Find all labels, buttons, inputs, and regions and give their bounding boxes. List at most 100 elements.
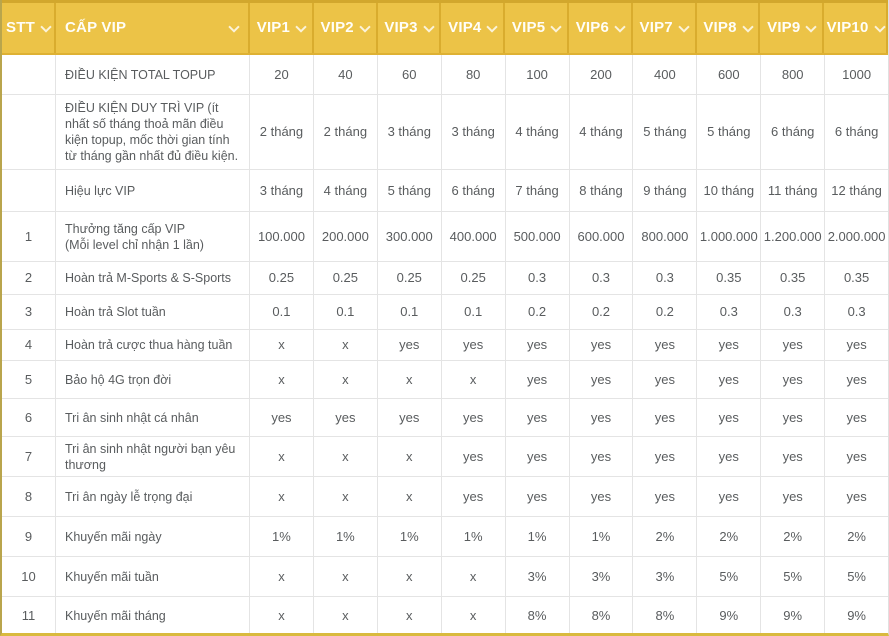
row-label-cell: ĐIỀU KIỆN TOTAL TOPUP [56, 55, 250, 94]
row-number-cell [2, 170, 56, 211]
value-cell: x [378, 477, 442, 516]
value-cell: 6 tháng [442, 170, 506, 211]
value-cell: yes [846, 371, 867, 387]
value-cell: yes [570, 477, 634, 516]
value-cell: yes [442, 477, 506, 516]
row-number-cell: 4 [2, 330, 56, 360]
value-cell: 11 tháng [761, 170, 826, 211]
chevron-down-icon [678, 20, 690, 33]
value-cell: 4 tháng [570, 95, 634, 169]
value-cell: yes [761, 437, 826, 476]
value-cell: 3 tháng [250, 170, 314, 211]
column-header-vip5[interactable]: VIP5 [505, 3, 569, 53]
value-cell: x [378, 557, 442, 596]
value-cell: 0.3 [506, 262, 570, 294]
column-header-vip2[interactable]: VIP2 [314, 3, 378, 53]
table-row: 6 Tri ân sinh nhật cá nhân yes yes yes yes yes… [2, 399, 888, 437]
value-cell: yes [761, 330, 826, 360]
value-cell: 0.1 [250, 295, 314, 329]
table-row: ĐIỀU KIỆN TOTAL TOPUP 20 40 60 80 100 200 400 60… [2, 55, 888, 95]
column-header-label: VIP5 [511, 19, 546, 36]
value-cell: 0.2 [633, 295, 698, 329]
table-row: Hiệu lực VIP 3 tháng 4 tháng 5 tháng 6 tháng… [2, 170, 888, 212]
value-cell: yes [570, 361, 634, 398]
value-cell: 3% [506, 557, 570, 596]
value-cell: 1000 [842, 66, 872, 82]
value-cell: yes [506, 437, 570, 476]
value-cell: 3% [570, 557, 634, 596]
row-label-cell: Hoàn trả Slot tuần [56, 295, 250, 329]
value-cell: 500.000 [506, 212, 570, 261]
column-header-vip7[interactable]: VIP7 [633, 3, 697, 53]
value-cell: 8% [633, 597, 698, 633]
row-label-cell: Khuyến mãi tháng [56, 597, 250, 633]
value-cell: 2% [633, 517, 698, 556]
value-cell: yes [761, 477, 826, 516]
column-header-vip3[interactable]: VIP3 [378, 3, 442, 53]
value-cell: 1% [506, 517, 570, 556]
table-row: 11 Khuyến mãi tháng x x x x 8% 8% 8% 9% 9% 9% [2, 597, 888, 633]
value-cell: 5 tháng [633, 95, 698, 169]
value-cell: yes [633, 399, 698, 436]
value-cell: 0.3 [761, 295, 826, 329]
value-cell: 9% [847, 608, 866, 623]
value-cell: yes [506, 477, 570, 516]
value-cell: yes [633, 477, 698, 516]
row-label-cell: Tri ân sinh nhật người bạn yêu thương [56, 437, 250, 476]
column-header-label: VIP6 [575, 19, 610, 36]
column-header-stt[interactable]: STT [2, 3, 56, 53]
value-cell: x [250, 597, 314, 633]
row-number-cell: 8 [2, 477, 56, 516]
table-row: 5 Bảo hộ 4G trọn đời x x x x yes yes yes yes yes ye… [2, 361, 888, 399]
row-number-cell: 11 [2, 597, 56, 633]
value-cell: 0.35 [843, 270, 870, 285]
column-header-label: VIP1 [256, 19, 291, 36]
value-cell: 7 tháng [506, 170, 570, 211]
column-header-cap-vip[interactable]: CẤP VIP [56, 3, 250, 53]
column-header-vip10[interactable]: VIP10 [824, 3, 888, 53]
column-header-vip8[interactable]: VIP8 [697, 3, 761, 53]
value-cell: yes [506, 399, 570, 436]
value-cell: 60 [378, 55, 442, 94]
chevron-down-icon [614, 20, 626, 33]
value-cell: yes [697, 330, 762, 360]
row-label-cell: Thưởng tăng cấp VIP (Mỗi level chỉ nhận … [56, 212, 250, 261]
value-cell: 0.2 [506, 295, 570, 329]
row-label-cell: Hiệu lực VIP [56, 170, 250, 211]
chevron-down-icon [741, 20, 754, 33]
table-row: 10 Khuyến mãi tuần x x x x 3% 3% 3% 5% 5% 5% [2, 557, 888, 597]
table-row: ĐIỀU KIỆN DUY TRÌ VIP (ít nhất số tháng … [2, 95, 888, 170]
column-header-vip6[interactable]: VIP6 [569, 3, 633, 53]
row-number-cell [2, 95, 56, 169]
chevron-down-icon [805, 20, 818, 33]
row-number-cell: 2 [2, 262, 56, 294]
value-cell: yes [506, 330, 570, 360]
value-cell: yes [442, 330, 506, 360]
value-cell: 80 [442, 55, 506, 94]
value-cell: 2.000.000 [827, 228, 886, 244]
value-cell: x [314, 557, 378, 596]
value-cell: 0.3 [570, 262, 634, 294]
column-header-vip9[interactable]: VIP9 [760, 3, 825, 53]
value-cell: x [314, 597, 378, 633]
value-cell: 800.000 [633, 212, 698, 261]
chevron-down-icon [295, 20, 307, 33]
table-body: ĐIỀU KIỆN TOTAL TOPUP 20 40 60 80 100 200 400 60… [2, 55, 888, 633]
value-cell: 3 tháng [378, 95, 442, 169]
column-header-vip4[interactable]: VIP4 [441, 3, 506, 53]
column-header-label: VIP3 [384, 19, 418, 36]
value-cell: 0.35 [697, 262, 762, 294]
value-cell: 0.25 [314, 262, 378, 294]
column-header-label: VIP7 [639, 19, 673, 36]
value-cell: 8% [570, 597, 634, 633]
value-cell: 1.000.000 [697, 212, 762, 261]
value-cell: 2% [847, 528, 866, 544]
value-cell: x [314, 437, 378, 476]
column-header-vip1[interactable]: VIP1 [250, 3, 314, 53]
value-cell: yes [697, 361, 762, 398]
value-cell: 0.1 [378, 295, 442, 329]
value-cell: 3% [633, 557, 698, 596]
value-cell: 300.000 [378, 212, 442, 261]
value-cell: yes [697, 437, 762, 476]
